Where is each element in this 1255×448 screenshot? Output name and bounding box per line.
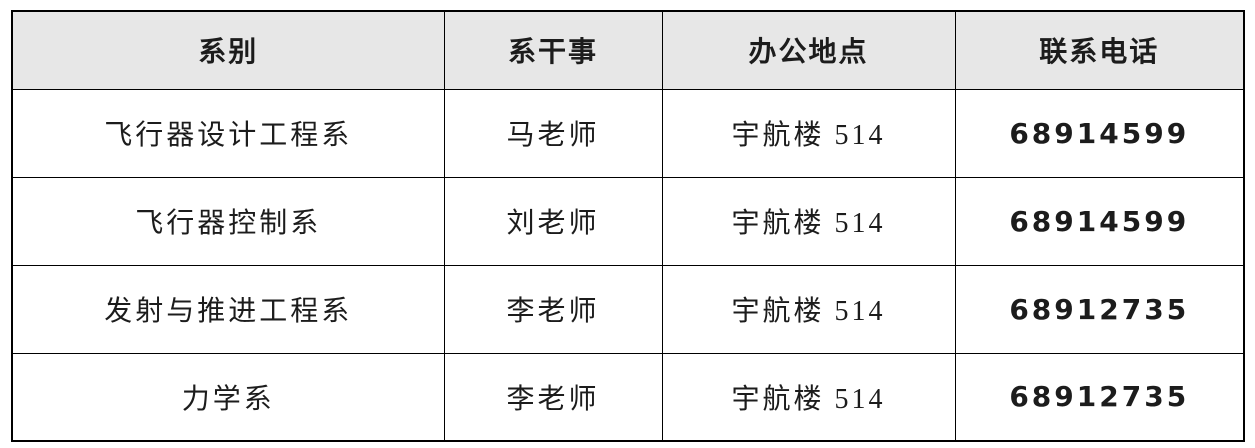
- department-cell: 飞行器控制系: [11, 176, 445, 266]
- phone-cell: 68914599: [954, 88, 1245, 178]
- phone-cell: 68914599: [954, 176, 1245, 266]
- officer-cell: 李老师: [443, 352, 663, 442]
- column-header-office: 办公地点: [661, 10, 956, 90]
- table-body: 飞行器设计工程系 马老师 宇航楼 514 68914599 飞行器控制系 刘老师…: [11, 88, 1245, 442]
- department-cell: 飞行器设计工程系: [11, 88, 445, 178]
- officer-cell: 刘老师: [443, 176, 663, 266]
- office-cell: 宇航楼 514: [661, 176, 956, 266]
- phone-cell: 68912735: [954, 352, 1245, 442]
- office-cell: 宇航楼 514: [661, 264, 956, 354]
- department-cell: 发射与推进工程系: [11, 264, 445, 354]
- office-cell: 宇航楼 514: [661, 352, 956, 442]
- table-header: 系别 系干事 办公地点 联系电话: [11, 10, 1245, 90]
- officer-cell: 马老师: [443, 88, 663, 178]
- table-row: 力学系 李老师 宇航楼 514 68912735: [11, 352, 1245, 442]
- table-row: 飞行器设计工程系 马老师 宇航楼 514 68914599: [11, 88, 1245, 178]
- office-cell: 宇航楼 514: [661, 88, 956, 178]
- header-row: 系别 系干事 办公地点 联系电话: [11, 10, 1245, 90]
- department-cell: 力学系: [11, 352, 445, 442]
- column-header-department: 系别: [11, 10, 445, 90]
- phone-cell: 68912735: [954, 264, 1245, 354]
- officer-cell: 李老师: [443, 264, 663, 354]
- column-header-phone: 联系电话: [954, 10, 1245, 90]
- table-row: 飞行器控制系 刘老师 宇航楼 514 68914599: [11, 176, 1245, 266]
- column-header-officer: 系干事: [443, 10, 663, 90]
- table-row: 发射与推进工程系 李老师 宇航楼 514 68912735: [11, 264, 1245, 354]
- department-contact-table: 系别 系干事 办公地点 联系电话 飞行器设计工程系 马老师 宇航楼 514 68…: [11, 10, 1245, 442]
